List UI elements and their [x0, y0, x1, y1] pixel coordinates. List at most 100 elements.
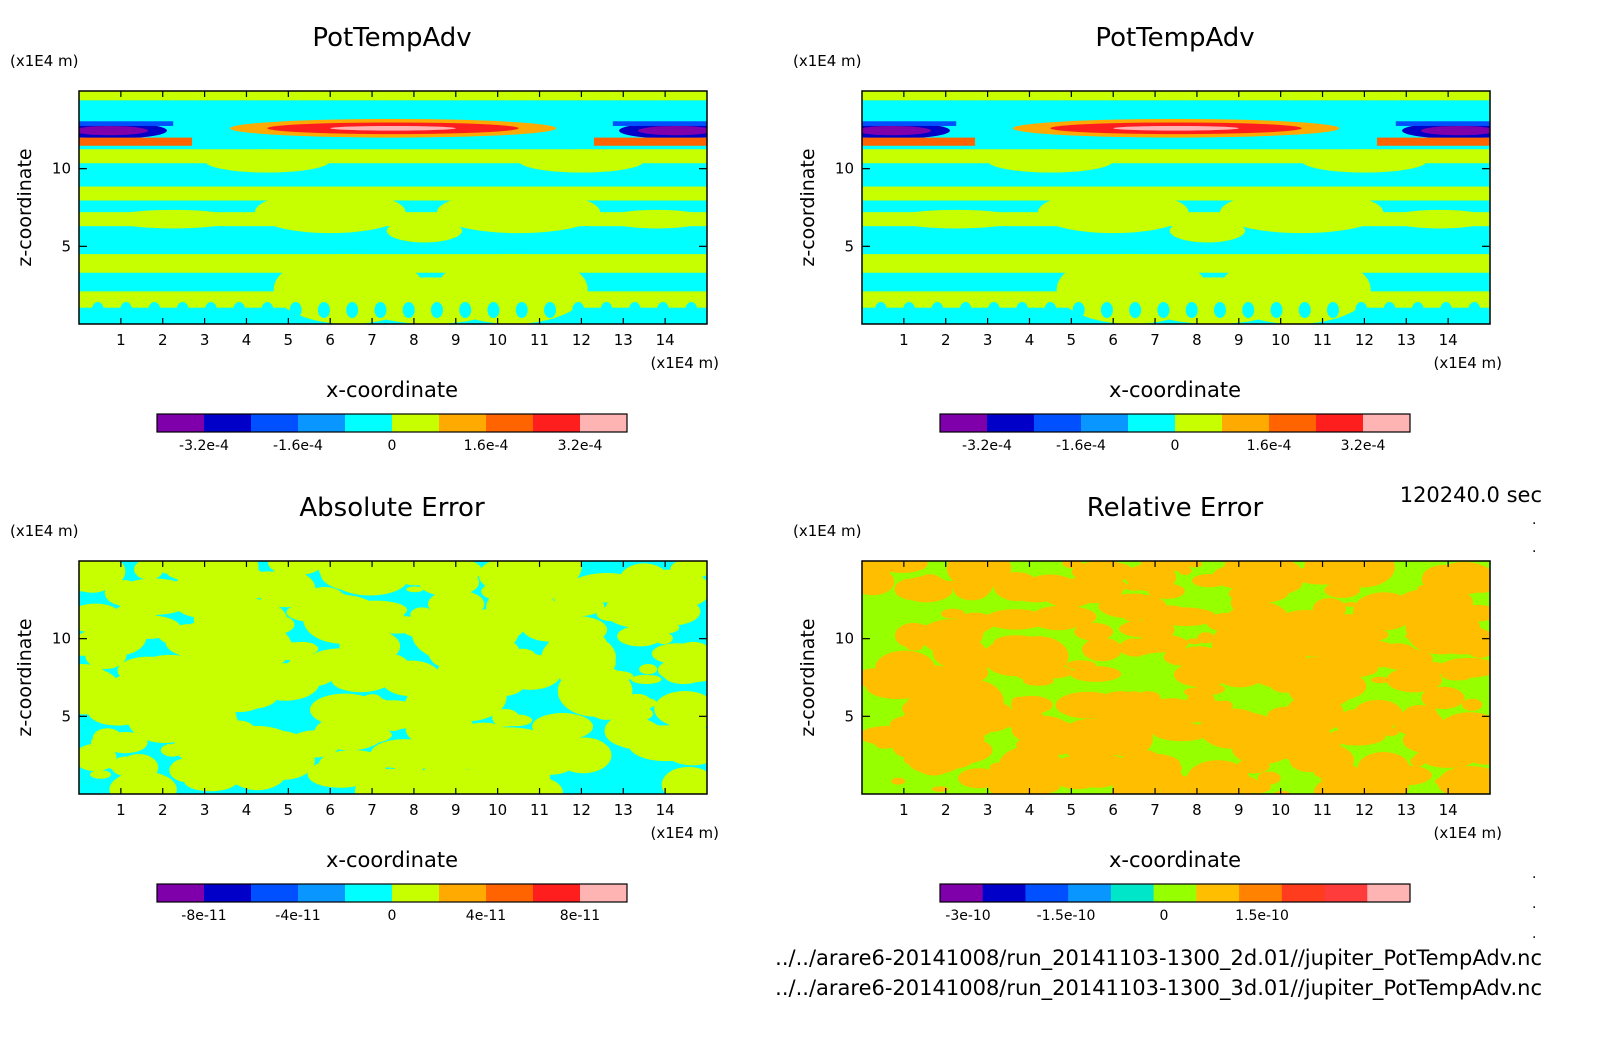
decor-dot: .	[1532, 896, 1537, 912]
x-tick-label: 10	[1271, 801, 1290, 819]
y-unit-label: (x1E4 m)	[793, 522, 862, 540]
colorbar-swatch	[439, 414, 487, 432]
x-tick-label: 6	[1108, 801, 1118, 819]
colorbar-label: 4e-11	[466, 908, 506, 924]
x-tick-label: 1	[899, 801, 909, 819]
x-tick-label: 1	[899, 331, 909, 349]
colorbar-label: -1.5e-10	[1037, 908, 1096, 924]
x-tick-label: 8	[1192, 331, 1202, 349]
x-tick-label: 14	[1439, 801, 1458, 819]
colorbar-label: -1.6e-4	[273, 438, 323, 454]
x-tick-label: 4	[242, 331, 252, 349]
colorbar-swatch	[1081, 414, 1129, 432]
colorbar-label: 1.6e-4	[1247, 438, 1292, 454]
colorbar-swatch	[298, 884, 346, 902]
y-tick-label: 10	[52, 630, 71, 648]
x-tick-label: 14	[656, 801, 675, 819]
colorbar-swatch	[940, 884, 984, 902]
x-axis-label: x-coordinate	[1109, 378, 1241, 402]
x-tick-label: 1	[116, 801, 126, 819]
y-unit-label: (x1E4 m)	[10, 522, 79, 540]
colorbar-swatch	[533, 414, 581, 432]
plot-area	[862, 561, 1490, 794]
colorbar: -3e-10 -1.5e-10 0 1.5e-10	[939, 883, 1411, 924]
colorbar-label: -1.6e-4	[1056, 438, 1106, 454]
chart-title: PotTempAdv	[1095, 23, 1254, 53]
colorbar-swatch	[580, 884, 628, 902]
chart-title: PotTempAdv	[312, 23, 471, 53]
colorbar-swatch	[439, 884, 487, 902]
y-tick-label: 5	[61, 707, 71, 725]
plot-area	[79, 561, 707, 794]
colorbar-swatch	[392, 884, 440, 902]
colorbar-swatch	[1034, 414, 1082, 432]
x-tick-label: 10	[1271, 331, 1290, 349]
x-tick-label: 6	[325, 801, 335, 819]
colorbar-label: 8e-11	[560, 908, 600, 924]
x-tick-label: 10	[488, 331, 507, 349]
chart-panel-4: Relative Error (x1E4 m) (x1E4 m) x-coordina…	[793, 493, 1502, 924]
x-tick-label: 13	[1397, 801, 1416, 819]
colorbar-swatch	[1324, 884, 1368, 902]
x-tick-label: 12	[572, 801, 591, 819]
x-tick-label: 8	[409, 801, 419, 819]
x-tick-label: 4	[242, 801, 252, 819]
x-tick-label: 13	[614, 801, 633, 819]
colorbar-label: -3e-10	[945, 908, 990, 924]
x-tick-label: 7	[1150, 801, 1160, 819]
x-tick-label: 12	[572, 331, 591, 349]
x-tick-label: 5	[1067, 331, 1077, 349]
file-path-2d: ../../arare6-20141008/run_20141103-1300_…	[775, 946, 1542, 970]
colorbar-label: 0	[388, 438, 397, 454]
x-tick-label: 9	[451, 331, 461, 349]
colorbar-swatch	[251, 884, 299, 902]
chart-title: Relative Error	[1087, 493, 1264, 523]
x-tick-label: 2	[941, 331, 951, 349]
colorbar-swatch	[345, 884, 393, 902]
chart-panel-1: PotTempAdv (x1E4 m) (x1E4 m) x-coordinate z-…	[10, 23, 719, 454]
x-axis-label: x-coordinate	[326, 378, 458, 402]
plot-frame	[78, 560, 708, 795]
decor-dot: .	[1532, 926, 1537, 942]
x-tick-label: 4	[1025, 331, 1035, 349]
x-tick-label: 1	[116, 331, 126, 349]
colorbar: -3.2e-4 -1.6e-4 0 1.6e-4 3.2e-4	[156, 413, 628, 454]
x-tick-label: 5	[284, 331, 294, 349]
x-tick-label: 3	[983, 801, 993, 819]
x-tick-label: 10	[488, 801, 507, 819]
x-tick-label: 7	[367, 331, 377, 349]
x-tick-label: 13	[1397, 331, 1416, 349]
x-tick-label: 6	[1108, 331, 1118, 349]
y-unit-label: (x1E4 m)	[793, 52, 862, 70]
x-tick-label: 11	[1313, 801, 1332, 819]
plot-frame	[78, 90, 708, 325]
x-tick-label: 12	[1355, 801, 1374, 819]
x-tick-label: 3	[200, 331, 210, 349]
colorbar-label: 3.2e-4	[1341, 438, 1386, 454]
x-tick-label: 8	[1192, 801, 1202, 819]
colorbar-swatch	[392, 414, 440, 432]
decor-dot: .	[1532, 540, 1537, 556]
file-path-3d: ../../arare6-20141008/run_20141103-1300_…	[775, 976, 1542, 1000]
x-unit-label: (x1E4 m)	[650, 824, 719, 842]
colorbar-swatch	[298, 414, 346, 432]
colorbar-swatch	[1316, 414, 1364, 432]
colorbar-label: 0	[1171, 438, 1180, 454]
x-tick-label: 12	[1355, 331, 1374, 349]
timestamp-label: 120240.0 sec	[1399, 483, 1542, 507]
x-tick-label: 11	[530, 801, 549, 819]
x-tick-label: 14	[656, 331, 675, 349]
chart-title: Absolute Error	[299, 493, 485, 523]
x-axis-label: x-coordinate	[1109, 848, 1241, 872]
colorbar-swatch	[1239, 884, 1283, 902]
plot-area	[862, 91, 1490, 324]
colorbar-swatch	[1110, 884, 1155, 902]
y-unit-label: (x1E4 m)	[10, 52, 79, 70]
x-tick-label: 9	[451, 801, 461, 819]
colorbar: -3.2e-4 -1.6e-4 0 1.6e-4 3.2e-4	[939, 413, 1411, 454]
chart-panel-3: Absolute Error (x1E4 m) (x1E4 m) x-coordina…	[10, 493, 719, 924]
colorbar-swatch	[1153, 884, 1197, 902]
colorbar-swatch	[157, 884, 205, 902]
x-tick-label: 9	[1234, 801, 1244, 819]
colorbar-swatch	[1269, 414, 1317, 432]
